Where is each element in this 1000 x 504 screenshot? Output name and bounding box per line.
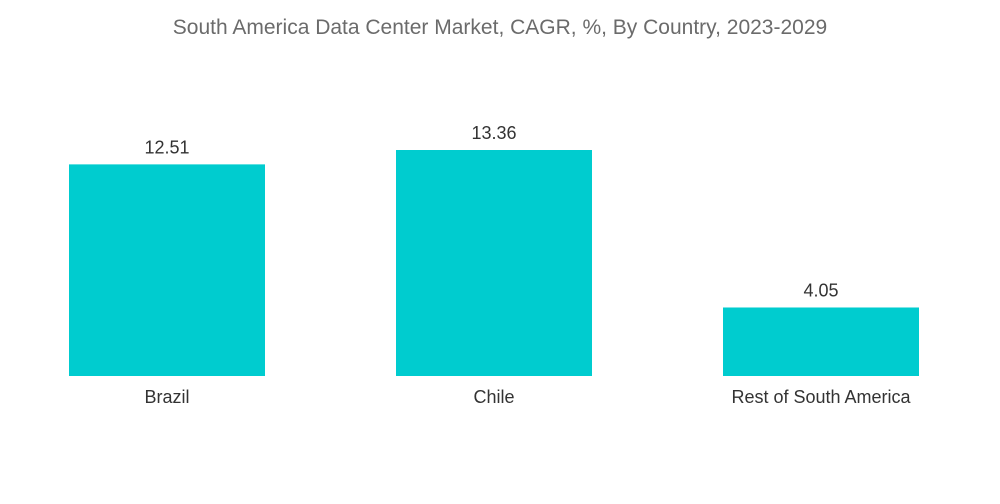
chart-title: South America Data Center Market, CAGR, …: [172, 16, 828, 39]
category-label: Chile: [473, 387, 514, 407]
bar-chile: [396, 150, 592, 376]
bar-value-label: 13.36: [471, 123, 516, 143]
category-label: Brazil: [144, 387, 189, 407]
category-label: Rest of South America: [731, 387, 911, 407]
bar-rest-of-south-america: [723, 307, 919, 376]
bar-value-label: 12.51: [144, 137, 189, 157]
bar-value-label: 4.05: [803, 280, 838, 300]
bar-brazil: [69, 164, 265, 376]
